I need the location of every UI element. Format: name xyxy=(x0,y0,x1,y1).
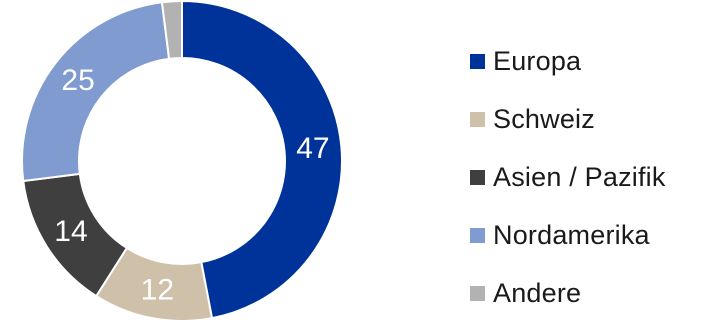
legend-label-nordamerika: Nordamerika xyxy=(493,219,650,250)
data-label-asien-pazifik: 14 xyxy=(54,215,87,248)
legend-label-asien-pazifik: Asien / Pazifik xyxy=(493,161,666,192)
donut-slice-europa xyxy=(181,0,343,320)
legend-label-andere: Andere xyxy=(493,277,582,308)
legend-item-europa: Europa xyxy=(470,32,666,90)
legend-item-andere: Andere xyxy=(470,264,666,322)
legend-label-europa: Europa xyxy=(493,45,582,76)
legend-label-schweiz: Schweiz xyxy=(493,103,595,134)
data-label-nordamerika: 25 xyxy=(61,64,94,97)
legend-item-asien-pazifik: Asien / Pazifik xyxy=(470,148,666,206)
chart-legend: Europa Schweiz Asien / Pazifik Nordameri… xyxy=(470,32,666,322)
legend-swatch-schweiz xyxy=(470,111,485,127)
data-label-europa: 47 xyxy=(296,132,329,165)
legend-item-schweiz: Schweiz xyxy=(470,90,666,148)
legend-swatch-europa xyxy=(470,53,485,69)
legend-swatch-andere xyxy=(470,285,485,301)
legend-item-nordamerika: Nordamerika xyxy=(470,206,666,264)
donut-slice-nordamerika xyxy=(21,1,171,183)
legend-swatch-asien-pazifik xyxy=(470,169,485,185)
data-label-schweiz: 12 xyxy=(141,274,174,307)
legend-swatch-nordamerika xyxy=(470,227,485,243)
donut-slice-andere xyxy=(160,0,183,60)
